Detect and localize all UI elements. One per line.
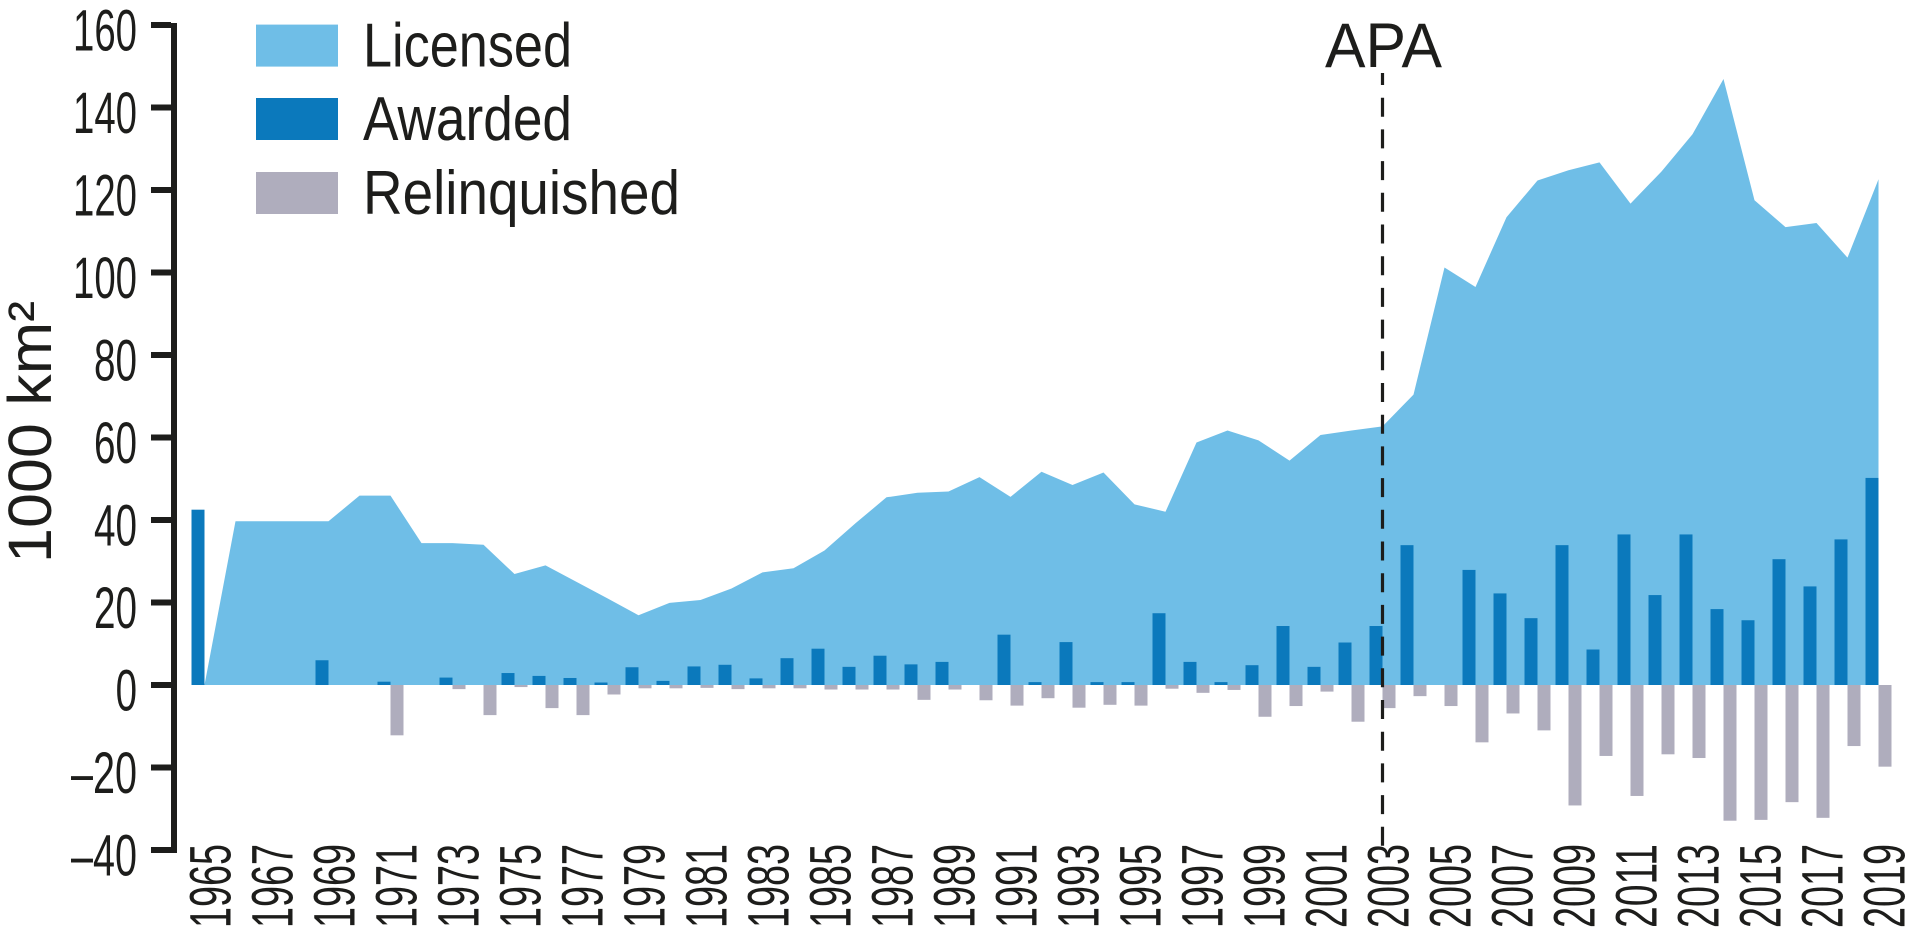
- svg-text:2019: 2019: [1852, 844, 1917, 928]
- svg-text:2005: 2005: [1418, 844, 1483, 928]
- svg-text:1971: 1971: [364, 844, 429, 928]
- svg-text:140: 140: [73, 81, 137, 146]
- svg-text:1969: 1969: [302, 844, 367, 928]
- svg-text:Awarded: Awarded: [363, 85, 572, 154]
- svg-text:60: 60: [94, 411, 137, 476]
- svg-text:APA: APA: [1325, 11, 1442, 81]
- svg-text:1989: 1989: [922, 844, 987, 928]
- svg-text:1995: 1995: [1108, 844, 1173, 928]
- svg-text:1991: 1991: [984, 844, 1049, 928]
- svg-text:80: 80: [94, 328, 137, 393]
- svg-text:160: 160: [73, 0, 137, 63]
- svg-text:2013: 2013: [1666, 844, 1731, 928]
- svg-text:1000 km²: 1000 km²: [0, 301, 64, 563]
- svg-text:–20: –20: [71, 741, 137, 806]
- svg-text:2011: 2011: [1604, 844, 1669, 928]
- svg-text:2003: 2003: [1356, 844, 1421, 928]
- svg-text:2001: 2001: [1294, 844, 1359, 928]
- svg-text:1987: 1987: [860, 844, 925, 928]
- svg-text:1973: 1973: [426, 844, 491, 928]
- svg-text:1975: 1975: [488, 844, 553, 928]
- svg-text:2009: 2009: [1542, 844, 1607, 928]
- svg-text:2007: 2007: [1480, 844, 1545, 928]
- svg-text:0: 0: [116, 658, 137, 723]
- svg-text:120: 120: [73, 163, 137, 228]
- svg-text:–40: –40: [71, 823, 137, 888]
- svg-text:1993: 1993: [1046, 844, 1111, 928]
- svg-text:20: 20: [94, 576, 137, 641]
- svg-text:1967: 1967: [240, 844, 305, 928]
- svg-text:1985: 1985: [798, 844, 863, 928]
- svg-text:100: 100: [73, 246, 137, 311]
- svg-text:40: 40: [94, 493, 137, 558]
- svg-text:1965: 1965: [178, 844, 243, 928]
- svg-text:Licensed: Licensed: [363, 11, 572, 80]
- svg-text:1999: 1999: [1232, 844, 1297, 928]
- svg-text:1979: 1979: [612, 844, 677, 928]
- svg-text:2017: 2017: [1790, 844, 1855, 928]
- svg-text:1981: 1981: [674, 844, 739, 928]
- svg-text:1997: 1997: [1170, 844, 1235, 928]
- svg-text:1983: 1983: [736, 844, 801, 928]
- svg-text:1977: 1977: [550, 844, 615, 928]
- svg-text:2015: 2015: [1728, 844, 1793, 928]
- svg-text:Relinquished: Relinquished: [363, 159, 680, 228]
